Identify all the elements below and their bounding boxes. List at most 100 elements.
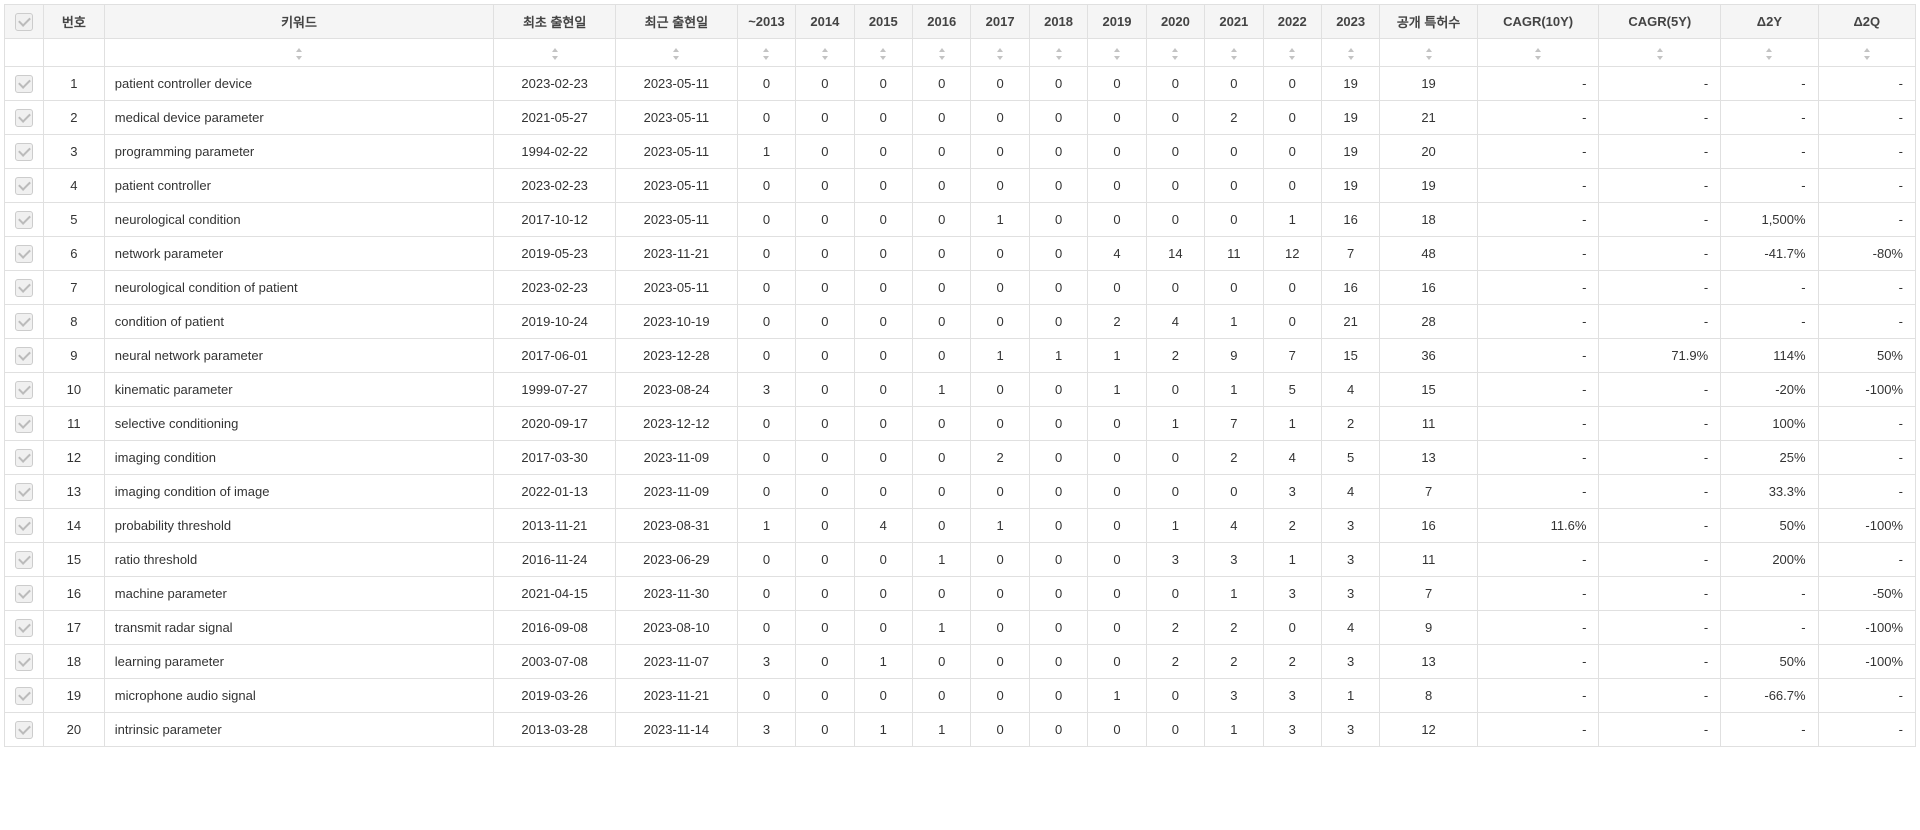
filter-2020[interactable] — [1146, 39, 1204, 67]
cell-year: 0 — [1088, 509, 1146, 543]
sort-icon — [1655, 48, 1665, 60]
cell-d2q: -100% — [1818, 373, 1915, 407]
header-2021[interactable]: 2021 — [1205, 5, 1263, 39]
filter-cagr10[interactable] — [1477, 39, 1599, 67]
cell-d2y: 100% — [1721, 407, 1818, 441]
row-checkbox[interactable] — [5, 237, 44, 271]
cell-first-date: 2016-09-08 — [494, 611, 616, 645]
header-d2y[interactable]: Δ2Y — [1721, 5, 1818, 39]
header-2017[interactable]: 2017 — [971, 5, 1029, 39]
row-checkbox[interactable] — [5, 169, 44, 203]
cell-year: 0 — [1088, 475, 1146, 509]
header-2013[interactable]: ~2013 — [737, 5, 795, 39]
row-checkbox[interactable] — [5, 441, 44, 475]
header-checkbox[interactable] — [5, 5, 44, 39]
filter-pub[interactable] — [1380, 39, 1477, 67]
filter-first[interactable] — [494, 39, 616, 67]
header-num[interactable]: 번호 — [43, 5, 104, 39]
filter-d2y[interactable] — [1721, 39, 1818, 67]
filter-2014[interactable] — [796, 39, 854, 67]
cell-num: 18 — [43, 645, 104, 679]
cell-year: 0 — [1088, 203, 1146, 237]
cell-year: 0 — [913, 441, 971, 475]
row-checkbox[interactable] — [5, 101, 44, 135]
row-checkbox[interactable] — [5, 577, 44, 611]
cell-cagr10: - — [1477, 475, 1599, 509]
row-checkbox[interactable] — [5, 67, 44, 101]
cell-cagr10: - — [1477, 679, 1599, 713]
cell-year: 5 — [1263, 373, 1321, 407]
cell-year: 0 — [737, 169, 795, 203]
filter-2022[interactable] — [1263, 39, 1321, 67]
filter-2016[interactable] — [913, 39, 971, 67]
header-2022[interactable]: 2022 — [1263, 5, 1321, 39]
cell-year: 0 — [971, 543, 1029, 577]
header-2018[interactable]: 2018 — [1029, 5, 1087, 39]
filter-2018[interactable] — [1029, 39, 1087, 67]
cell-year: 3 — [737, 373, 795, 407]
filter-cagr5[interactable] — [1599, 39, 1721, 67]
header-d2q[interactable]: Δ2Q — [1818, 5, 1915, 39]
cell-cagr10: - — [1477, 305, 1599, 339]
header-2019[interactable]: 2019 — [1088, 5, 1146, 39]
cell-year: 1 — [1088, 373, 1146, 407]
cell-recent-date: 2023-11-07 — [616, 645, 738, 679]
header-keyword[interactable]: 키워드 — [104, 5, 494, 39]
cell-year: 4 — [1321, 373, 1379, 407]
filter-2015[interactable] — [854, 39, 912, 67]
filter-2021[interactable] — [1205, 39, 1263, 67]
cell-d2q: -80% — [1818, 237, 1915, 271]
cell-year: 0 — [913, 271, 971, 305]
row-checkbox[interactable] — [5, 203, 44, 237]
row-checkbox[interactable] — [5, 135, 44, 169]
cell-year: 0 — [1029, 203, 1087, 237]
filter-keyword[interactable] — [104, 39, 494, 67]
cell-year: 0 — [1029, 169, 1087, 203]
header-2016[interactable]: 2016 — [913, 5, 971, 39]
header-pub-count[interactable]: 공개 특허수 — [1380, 5, 1477, 39]
cell-pub: 8 — [1380, 679, 1477, 713]
header-first-date[interactable]: 최초 출현일 — [494, 5, 616, 39]
row-checkbox[interactable] — [5, 679, 44, 713]
cell-keyword: intrinsic parameter — [104, 713, 494, 747]
cell-year: 1 — [1321, 679, 1379, 713]
cell-year: 1 — [737, 509, 795, 543]
row-checkbox[interactable] — [5, 339, 44, 373]
cell-pub: 13 — [1380, 441, 1477, 475]
filter-2019[interactable] — [1088, 39, 1146, 67]
row-checkbox[interactable] — [5, 373, 44, 407]
filter-recent[interactable] — [616, 39, 738, 67]
filter-2023[interactable] — [1321, 39, 1379, 67]
header-cagr5[interactable]: CAGR(5Y) — [1599, 5, 1721, 39]
cell-num: 20 — [43, 713, 104, 747]
row-checkbox[interactable] — [5, 611, 44, 645]
filter-2013[interactable] — [737, 39, 795, 67]
header-2014[interactable]: 2014 — [796, 5, 854, 39]
cell-year: 0 — [1146, 577, 1204, 611]
header-2020[interactable]: 2020 — [1146, 5, 1204, 39]
cell-year: 4 — [1205, 509, 1263, 543]
row-checkbox[interactable] — [5, 271, 44, 305]
cell-year: 0 — [737, 67, 795, 101]
cell-keyword: condition of patient — [104, 305, 494, 339]
cell-year: 0 — [1029, 611, 1087, 645]
header-recent-date[interactable]: 최근 출현일 — [616, 5, 738, 39]
header-2023[interactable]: 2023 — [1321, 5, 1379, 39]
row-checkbox[interactable] — [5, 543, 44, 577]
header-cagr10[interactable]: CAGR(10Y) — [1477, 5, 1599, 39]
cell-year: 0 — [1029, 135, 1087, 169]
row-checkbox[interactable] — [5, 305, 44, 339]
cell-year: 0 — [1088, 407, 1146, 441]
filter-d2q[interactable] — [1818, 39, 1915, 67]
row-checkbox[interactable] — [5, 509, 44, 543]
row-checkbox[interactable] — [5, 475, 44, 509]
row-checkbox[interactable] — [5, 713, 44, 747]
cell-keyword: selective conditioning — [104, 407, 494, 441]
cell-year: 0 — [854, 237, 912, 271]
row-checkbox[interactable] — [5, 645, 44, 679]
cell-pub: 9 — [1380, 611, 1477, 645]
row-checkbox[interactable] — [5, 407, 44, 441]
filter-2017[interactable] — [971, 39, 1029, 67]
cell-year: 9 — [1205, 339, 1263, 373]
header-2015[interactable]: 2015 — [854, 5, 912, 39]
